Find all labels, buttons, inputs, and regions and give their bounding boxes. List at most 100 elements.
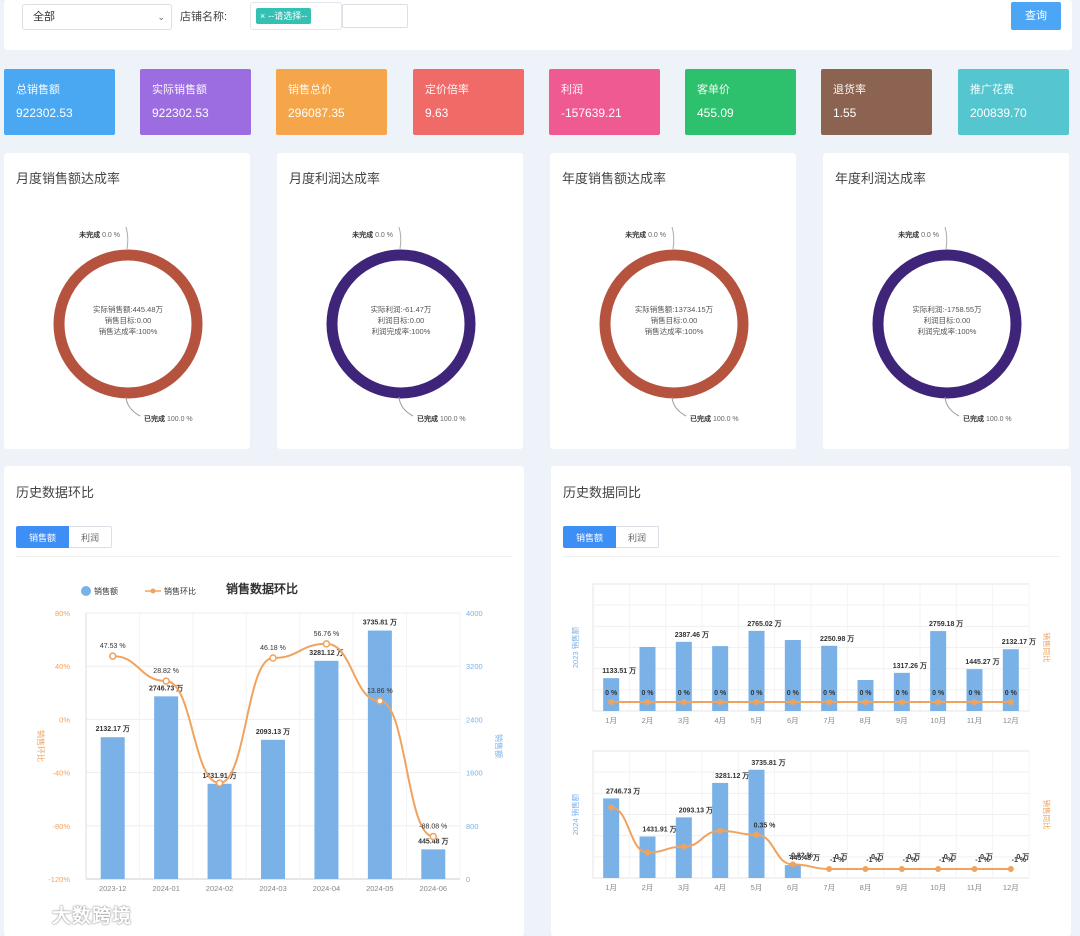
x-tick-label: 3月 (678, 716, 690, 725)
yoy-point (608, 804, 615, 811)
y-right-tick: 1600 (466, 769, 483, 778)
x-tick-label: 7月 (823, 716, 835, 725)
kpi-card: 定价倍率 9.63 (413, 69, 524, 135)
mom-tab-profit[interactable]: 利润 (69, 526, 113, 548)
kpi-card: 实际销售额 922302.53 (140, 69, 251, 135)
kpi-label: 客单价 (697, 84, 730, 96)
mom-tab-sales[interactable]: 销售额 (16, 526, 70, 548)
yoy-point-label: 0 % (678, 690, 691, 697)
sales-bar-label: 445.48 万 (790, 854, 820, 862)
x-tick-label: 2024-06 (420, 884, 448, 893)
donut-title: 年度利润达成率 (835, 171, 927, 186)
yoy-point-label: -1 % (975, 857, 990, 864)
yoy-point-label: -1 % (866, 857, 881, 864)
y-left-tick: -120% (48, 875, 70, 884)
sales-bar (712, 646, 729, 711)
donut-ring (53, 249, 203, 399)
donut-chart: 未完成 0.0 % 已完成 100.0 % 实际销售额:13734.15万销售目标:… (599, 226, 749, 423)
yoy-point (935, 699, 942, 705)
y-left-label: 销售环比 (36, 730, 46, 762)
incomplete-text: 未完成 (898, 230, 919, 239)
donut-card: 年度销售额达成率未完成 0.0 % 已完成 100.0 % 实际销售额:13734.… (550, 153, 796, 449)
sales-bar-label: 2759.18 万 (929, 620, 963, 628)
yoy-tab-profit[interactable]: 利润 (616, 526, 660, 548)
yoy-point (680, 699, 687, 705)
donut-ring (599, 249, 749, 399)
x-tick-label: 2024-01 (152, 884, 180, 893)
yoy-point-label: -1 % (830, 857, 845, 864)
kpi-label: 退货率 (833, 84, 866, 96)
x-tick-label: 6月 (787, 883, 799, 892)
y-right-label: 销售额 (494, 734, 504, 758)
yoy-point (862, 866, 869, 872)
kpi-value: 9.63 (425, 106, 449, 120)
mom-point (376, 697, 384, 705)
sales-bar-label: 1317.26 万 (893, 662, 927, 670)
incomplete-label: 未完成 0.0 % (898, 230, 939, 239)
yoy-point (826, 699, 833, 705)
leader-line (944, 226, 948, 250)
sales-bar (748, 769, 765, 878)
donut-center-text: 销售目标:0.00 (651, 315, 698, 325)
incomplete-text: 未完成 (625, 230, 646, 239)
sales-bar (675, 641, 692, 711)
mom-point-label: 56.76 % (314, 631, 340, 638)
yoy-point-label: 0 % (968, 690, 981, 697)
sales-bar-label: 2746.73 万 (606, 787, 640, 795)
yoy-point (717, 827, 724, 834)
leader-line (398, 396, 414, 417)
yoy-point (644, 849, 651, 856)
y-left-tick: 0% (59, 715, 70, 724)
donut-center-text: 实际利润:-61.47万 (371, 304, 432, 314)
sales-bar (857, 679, 874, 711)
complete-label: 已完成 100.0 % (417, 414, 466, 423)
query-button[interactable]: 查询 (1011, 2, 1061, 30)
donut-title: 月度利润达成率 (289, 171, 381, 186)
mom-point-label: 47.53 % (100, 643, 126, 650)
x-tick-label: 2024-04 (313, 884, 341, 893)
incomplete-value: 0.0 % (100, 232, 120, 239)
x-tick-label: 6月 (787, 716, 799, 725)
y-right-label: 销售同比 (1042, 800, 1052, 830)
yoy-point (898, 866, 905, 872)
x-tick-label: 3月 (678, 883, 690, 892)
region-select[interactable]: 全部 ⌄ (22, 4, 172, 30)
kpi-card: 总销售额 922302.53 (4, 69, 115, 135)
x-tick-label: 10月 (930, 716, 946, 725)
yoy-point (753, 831, 760, 838)
yoy-point-label: 0 % (714, 690, 727, 697)
incomplete-text: 未完成 (79, 230, 100, 239)
x-tick-label: 5月 (751, 716, 763, 725)
x-tick-label: 12月 (1003, 716, 1019, 725)
leader-line (125, 226, 129, 250)
yoy-point (971, 699, 978, 705)
yoy-point-label: 0 % (787, 690, 800, 697)
yoy-tab-sales[interactable]: 销售额 (563, 526, 617, 548)
yoy-point-label: 0 % (605, 690, 618, 697)
kpi-label: 总销售额 (16, 84, 60, 96)
close-icon[interactable]: × (260, 11, 266, 21)
donut-center-text: 利润完成率:100% (918, 326, 977, 336)
mom-metric-toggle: 销售额 利润 (16, 526, 113, 548)
shop-select[interactable]: × --请选择-- (250, 2, 342, 30)
yoy-point (935, 866, 942, 872)
y-right-label: 销售同比 (1042, 633, 1052, 663)
complete-value: 100.0 % (438, 416, 466, 423)
x-tick-label: 5月 (751, 883, 763, 892)
sales-bar-label: 0 万 (944, 853, 957, 861)
complete-text: 已完成 (417, 414, 438, 423)
donut-title: 年度销售额达成率 (562, 171, 667, 186)
sales-bar-label: 0 万 (980, 853, 993, 861)
sales-bar-label: 0 万 (871, 853, 884, 861)
sales-bar-label: 2387.46 万 (675, 631, 709, 639)
sales-bar-label: 3281.12 万 (309, 649, 343, 657)
x-tick-label: 11月 (967, 883, 982, 892)
legend-sales-label: 销售额 (94, 586, 118, 596)
x-tick-label: 4月 (714, 716, 726, 725)
shop-search-input[interactable] (342, 4, 408, 28)
history-yoy-title: 历史数据同比 (563, 485, 642, 500)
incomplete-value: 0.0 % (919, 232, 939, 239)
x-tick-label: 9月 (896, 883, 908, 892)
